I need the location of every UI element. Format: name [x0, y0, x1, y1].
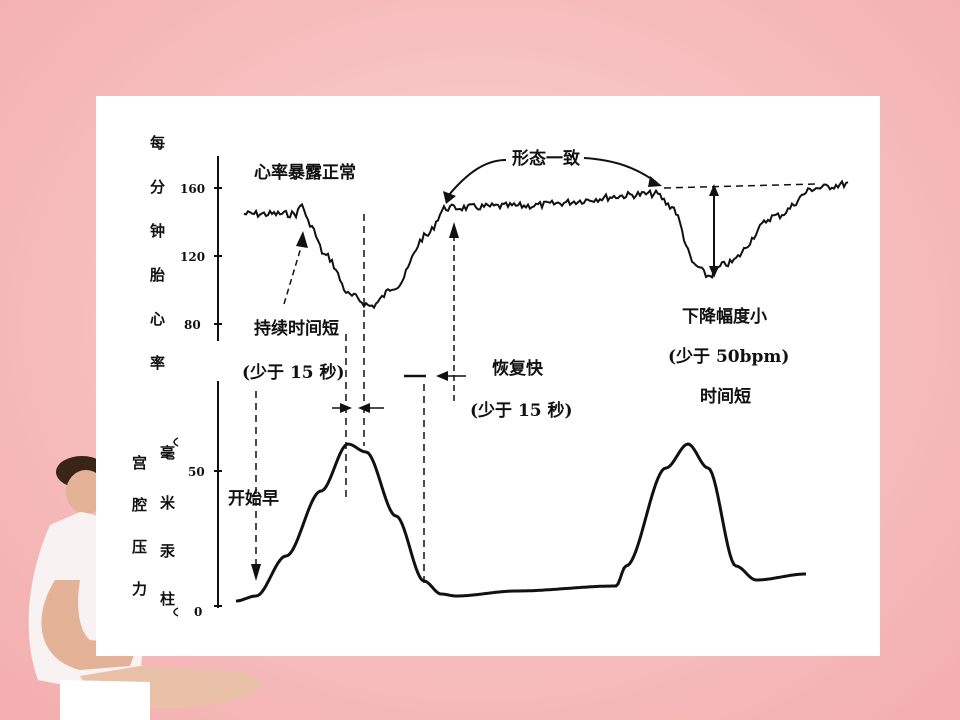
svg-text:米: 米 — [160, 494, 176, 512]
label-drop-small-sub: (少于 50bpm) — [668, 347, 789, 367]
svg-text:汞: 汞 — [160, 542, 176, 560]
arrow-to-decel-onset-head — [296, 231, 308, 248]
svg-text:柱: 柱 — [160, 590, 175, 608]
fhr-trace — [243, 179, 849, 310]
recovery-arrowhead — [449, 222, 459, 238]
svg-text:毫: 毫 — [160, 444, 175, 462]
svg-text:力: 力 — [132, 580, 147, 598]
svg-text:钟: 钟 — [150, 222, 165, 240]
label-recovery-fast-sub: (少于 15 秒) — [470, 400, 573, 421]
drop-arrowhead-top — [709, 184, 719, 196]
svg-text:宫: 宫 — [132, 454, 147, 472]
label-start-early: 开始早 — [228, 488, 279, 509]
uc-tick-50: 50 — [188, 465, 205, 479]
shape-consistent-arrowhead-left — [443, 191, 456, 204]
label-duration-short: 持续时间短 — [254, 318, 339, 339]
uc-axis-label: 宫 腔 压 力 毫 米 汞 柱 — [131, 437, 179, 617]
svg-text:分: 分 — [150, 178, 165, 196]
label-recovery-fast: 恢复快 — [492, 358, 544, 379]
drop-arrowhead-bottom — [709, 266, 719, 278]
uc-trace — [235, 442, 806, 603]
dashed-line-baseline-ref — [663, 183, 817, 189]
label-heart-rate-top: 心率暴露正常 — [254, 162, 356, 183]
label-duration-short-sub: (少于 15 秒) — [242, 362, 345, 383]
label-drop-small: 下降幅度小 — [682, 306, 767, 327]
fhr-axis-label: 每 分 钟 胎 心 率 — [150, 134, 165, 372]
duration-left-arrowhead — [340, 403, 352, 413]
svg-text:胎: 胎 — [150, 266, 165, 284]
arrow-to-decel-onset — [283, 243, 303, 305]
recovery-right-arrowhead — [436, 371, 448, 381]
svg-text:压: 压 — [132, 538, 147, 556]
fhr-tick-80: 80 — [184, 318, 201, 332]
svg-text:每: 每 — [150, 134, 165, 152]
shape-consistent-arrowhead-right — [648, 176, 662, 187]
ctg-diagram-panel: 160 120 80 每 分 钟 胎 心 率 50 0 宫 腔 压 力 — [96, 96, 880, 656]
shape-consistent-arrow-right — [583, 157, 657, 183]
fhr-tick-120: 120 — [180, 250, 205, 264]
svg-text:率: 率 — [150, 354, 165, 372]
svg-text:腔: 腔 — [131, 496, 147, 514]
ctg-diagram: 160 120 80 每 分 钟 胎 心 率 50 0 宫 腔 压 力 — [131, 134, 849, 619]
fhr-tick-160: 160 — [180, 182, 205, 196]
label-shape-consistent: 形态一致 — [512, 148, 581, 169]
shape-consistent-arrow-left — [447, 159, 507, 197]
label-drop-time-short: 时间短 — [700, 386, 751, 407]
duration-right-arrowhead — [358, 403, 370, 413]
svg-text:心: 心 — [150, 310, 165, 328]
uc-tick-0: 0 — [194, 605, 202, 619]
onset-arrowhead — [251, 564, 261, 581]
